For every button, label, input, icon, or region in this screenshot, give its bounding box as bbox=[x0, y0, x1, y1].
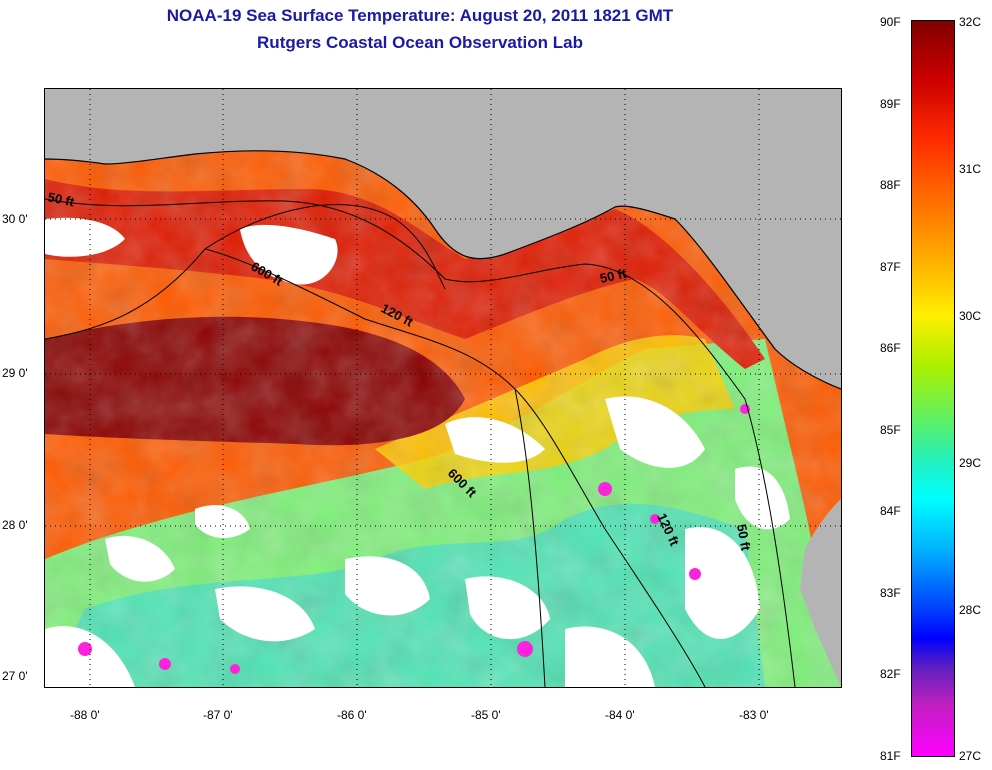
lon-tick-84: -84 0' bbox=[605, 708, 635, 722]
colorbar-f-84: 84F bbox=[880, 504, 901, 518]
sst-map-graphic: 50 ft 600 ft 120 ft 50 ft 600 ft 120 ft … bbox=[45, 89, 841, 687]
map-title: NOAA-19 Sea Surface Temperature: August … bbox=[166, 6, 674, 25]
lat-tick-27: 27 0' bbox=[2, 669, 28, 683]
lat-tick-28: 28 0' bbox=[2, 518, 28, 532]
lon-tick-85: -85 0' bbox=[471, 708, 501, 722]
lon-tick-86: -86 0' bbox=[337, 708, 367, 722]
cloud-mask bbox=[45, 217, 790, 687]
colorbar-f-89: 89F bbox=[880, 97, 901, 111]
colorbar-c-28: 28C bbox=[959, 603, 982, 617]
contour-label-50ft-south: 50 ft bbox=[734, 523, 754, 553]
lon-tick-88: -88 0' bbox=[70, 708, 100, 722]
bathymetry-contours bbox=[45, 198, 796, 687]
lon-tick-83: -83 0' bbox=[739, 708, 769, 722]
colorbar-f-87: 87F bbox=[880, 260, 901, 274]
colorbar-c-29: 29C bbox=[959, 456, 982, 470]
colorbar-f-88: 88F bbox=[880, 178, 901, 192]
colorbar-f-82: 82F bbox=[880, 667, 901, 681]
colorbar-f-81: 81F bbox=[880, 749, 901, 763]
map-subtitle: Rutgers Coastal Ocean Observation Lab bbox=[257, 33, 583, 52]
colorbar-c-32: 32C bbox=[959, 15, 982, 29]
temperature-colorbar bbox=[911, 20, 955, 757]
colorbar-f-85: 85F bbox=[880, 423, 901, 437]
colorbar-f-90: 90F bbox=[880, 15, 901, 29]
lat-tick-29: 29 0' bbox=[2, 366, 28, 380]
contour-label-50ft-west: 50 ft bbox=[46, 189, 76, 209]
sst-map: 50 ft 600 ft 120 ft 50 ft 600 ft 120 ft … bbox=[44, 88, 842, 688]
colorbar-f-86: 86F bbox=[880, 341, 901, 355]
colorbar-c-27: 27C bbox=[959, 749, 982, 763]
colorbar-c-30: 30C bbox=[959, 309, 982, 323]
lat-tick-30: 30 0' bbox=[2, 212, 28, 226]
coastline bbox=[45, 150, 841, 390]
lon-tick-87: -87 0' bbox=[203, 708, 233, 722]
contour-label-50ft-bigbend: 50 ft bbox=[599, 266, 629, 286]
colorbar-f-83: 83F bbox=[880, 586, 901, 600]
colorbar-c-31: 31C bbox=[959, 162, 982, 176]
coldest-spots bbox=[78, 404, 750, 674]
